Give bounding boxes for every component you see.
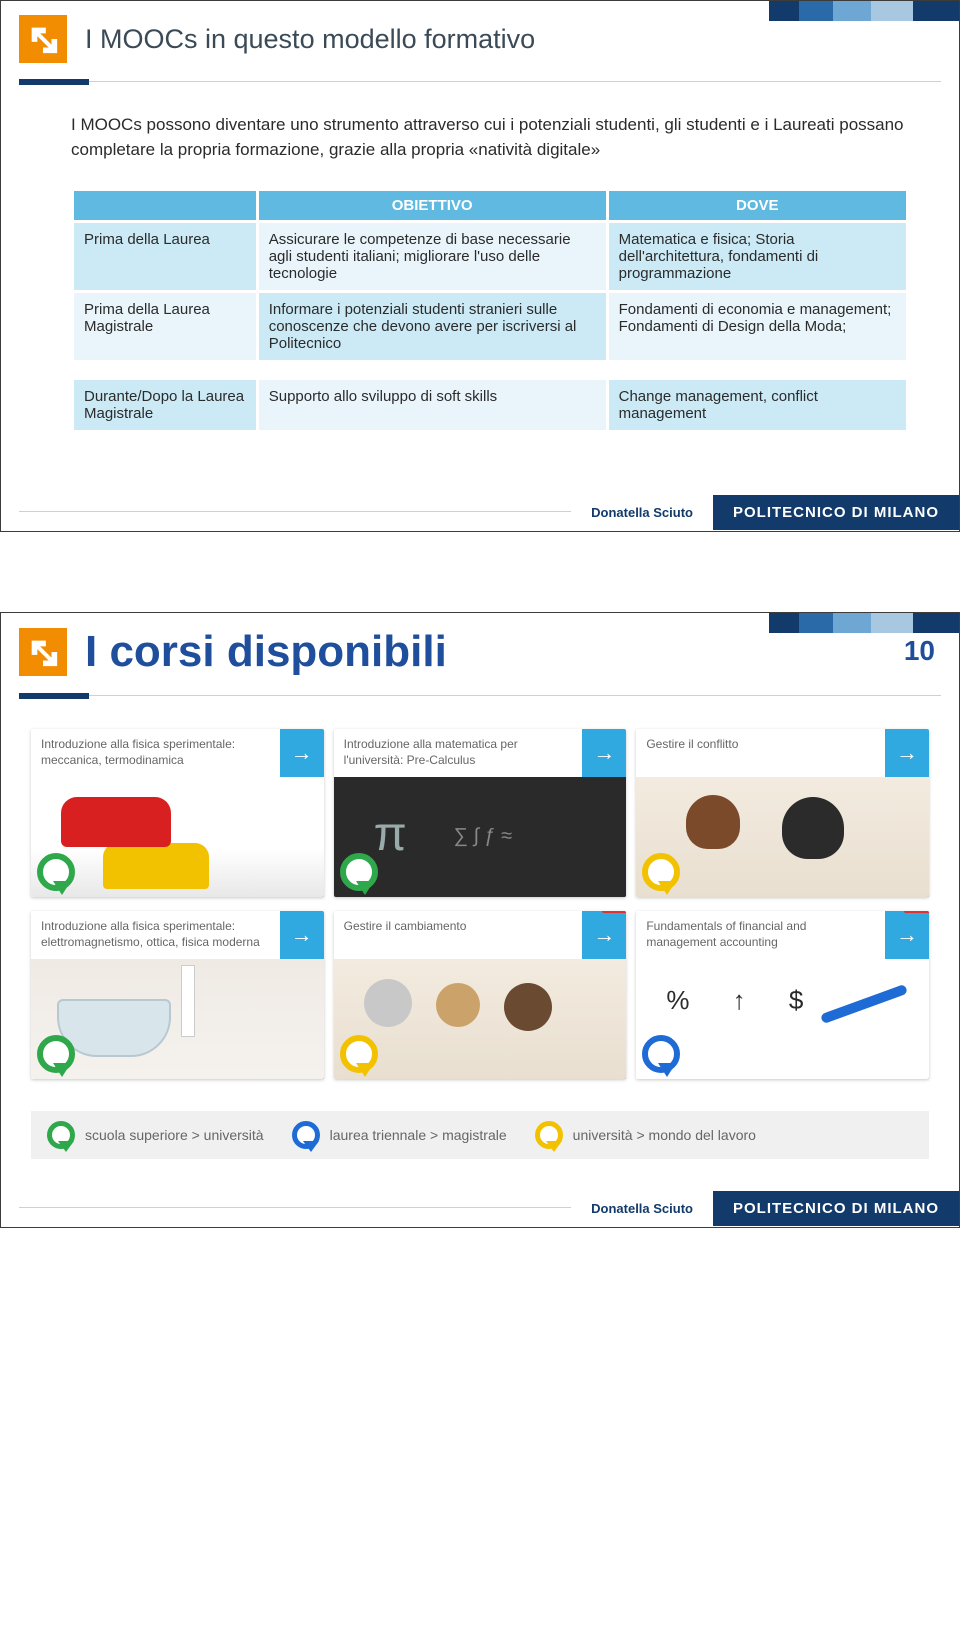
arrow-corner-icon (19, 628, 67, 676)
course-card[interactable]: Gestire il conflitto → Soft Skills (636, 729, 929, 897)
course-arrow-button[interactable]: → NEW (885, 911, 929, 959)
course-card[interactable]: Introduzione alla fisica sperimentale: e… (31, 911, 324, 1079)
course-head: Introduzione alla fisica sperimentale: m… (31, 729, 324, 777)
course-card[interactable]: Gestire il cambiamento → NEW Soft Skills (334, 911, 627, 1079)
footer-author: Donatella Sciuto (571, 505, 713, 520)
level-ribbon-icon (642, 1035, 680, 1073)
level-ribbon-icon (340, 1035, 378, 1073)
course-art-placeholder (334, 959, 627, 1079)
course-head: Gestire il conflitto → (636, 729, 929, 777)
cell-dove: Matematica e fisica; Storia dell'archite… (609, 223, 906, 290)
slide-header: I corsi disponibili 10 (1, 613, 959, 687)
course-arrow-button[interactable]: → (280, 911, 324, 959)
slide-courses: I corsi disponibili 10 Introduzione alla… (0, 612, 960, 1228)
course-arrow-button[interactable]: → (582, 729, 626, 777)
legend-ribbon-icon (292, 1121, 320, 1149)
new-badge: NEW (904, 911, 929, 913)
cell-dove: Fondamenti di economia e management; Fon… (609, 293, 906, 360)
course-card[interactable]: Introduzione alla matematica per l'unive… (334, 729, 627, 897)
cell-context: Prima della Laurea (74, 223, 256, 290)
footer-author: Donatella Sciuto (571, 1201, 713, 1216)
table-row: Prima della Laurea Assicurare le compete… (74, 223, 906, 290)
course-title: Introduzione alla matematica per l'unive… (334, 729, 583, 776)
course-arrow-button[interactable]: → (280, 729, 324, 777)
course-art-placeholder (636, 959, 929, 1079)
course-art-placeholder (31, 959, 324, 1079)
legend-label: scuola superiore > università (85, 1127, 264, 1143)
course-card[interactable]: Fundamentals of financial and management… (636, 911, 929, 1079)
slide-title: I corsi disponibili (85, 627, 447, 677)
course-title: Introduzione alla fisica sperimentale: e… (31, 911, 280, 958)
level-ribbon-icon (340, 853, 378, 891)
slide-footer: Donatella Sciuto POLITECNICO DI MILANO (1, 493, 959, 531)
course-title: Introduzione alla fisica sperimentale: m… (31, 729, 280, 776)
legend-label: laurea triennale > magistrale (330, 1127, 507, 1143)
course-arrow-button[interactable]: → NEW (582, 911, 626, 959)
legend-item: università > mondo del lavoro (535, 1121, 756, 1149)
course-image: Soft Skills (636, 777, 929, 897)
page-number: 10 (904, 635, 935, 667)
new-badge: NEW (602, 911, 627, 913)
courses-grid: Introduzione alla fisica sperimentale: m… (1, 699, 959, 1099)
course-image: Math (334, 777, 627, 897)
cell-dove: Change management, conflict management (609, 380, 906, 430)
course-head: Gestire il cambiamento → NEW (334, 911, 627, 959)
level-ribbon-icon (642, 853, 680, 891)
course-head: Introduzione alla matematica per l'unive… (334, 729, 627, 777)
table-row: Prima della Laurea Magistrale Informare … (74, 293, 906, 360)
course-art-placeholder (31, 777, 324, 897)
legend-label: università > mondo del lavoro (573, 1127, 756, 1143)
legend-item: scuola superiore > università (47, 1121, 264, 1149)
legend-ribbon-icon (535, 1121, 563, 1149)
cell-obiettivo: Supporto allo sviluppo di soft skills (259, 380, 606, 430)
header-divider (19, 79, 941, 85)
table-header-obiettivo: OBIETTIVO (259, 191, 606, 220)
legend-item: laurea triennale > magistrale (292, 1121, 507, 1149)
course-arrow-button[interactable]: → (885, 729, 929, 777)
slide-footer: Donatella Sciuto POLITECNICO DI MILANO (1, 1189, 959, 1227)
course-art-placeholder (334, 777, 627, 897)
cell-obiettivo: Informare i potenziali studenti stranier… (259, 293, 606, 360)
footer-brand: POLITECNICO DI MILANO (713, 495, 959, 530)
footer-brand: POLITECNICO DI MILANO (713, 1191, 959, 1226)
course-head: Introduzione alla fisica sperimentale: e… (31, 911, 324, 959)
cell-obiettivo: Assicurare le competenze di base necessa… (259, 223, 606, 290)
course-image: Physics (31, 777, 324, 897)
course-title: Gestire il conflitto (636, 729, 885, 761)
cell-context: Durante/Dopo la Laurea Magistrale (74, 380, 256, 430)
header-divider (19, 693, 941, 699)
slide-title: I MOOCs in questo modello formativo (85, 24, 535, 55)
level-ribbon-icon (37, 1035, 75, 1073)
course-image: Business & Management (636, 959, 929, 1079)
legend-bar: scuola superiore > università laurea tri… (31, 1111, 929, 1159)
course-art-placeholder (636, 777, 929, 897)
course-head: Fundamentals of financial and management… (636, 911, 929, 959)
slide-moocs-table: I MOOCs in questo modello formativo I MO… (0, 0, 960, 532)
course-image: Physics (31, 959, 324, 1079)
footer-divider (19, 1202, 571, 1214)
slide-header: I MOOCs in questo modello formativo (1, 1, 959, 73)
table-row: Durante/Dopo la Laurea Magistrale Suppor… (74, 380, 906, 430)
table-header-empty (74, 191, 256, 220)
arrow-corner-icon (19, 15, 67, 63)
course-image: Soft Skills (334, 959, 627, 1079)
intro-paragraph: I MOOCs possono diventare uno strumento … (71, 113, 909, 162)
course-card[interactable]: Introduzione alla fisica sperimentale: m… (31, 729, 324, 897)
slide-body: I MOOCs possono diventare uno strumento … (1, 85, 959, 463)
level-ribbon-icon (37, 853, 75, 891)
moocs-table: OBIETTIVO DOVE Prima della Laurea Assicu… (71, 188, 909, 433)
table-header-dove: DOVE (609, 191, 906, 220)
cell-context: Prima della Laurea Magistrale (74, 293, 256, 360)
course-title: Gestire il cambiamento (334, 911, 583, 943)
footer-divider (19, 506, 571, 518)
course-title: Fundamentals of financial and management… (636, 911, 885, 958)
legend-ribbon-icon (47, 1121, 75, 1149)
